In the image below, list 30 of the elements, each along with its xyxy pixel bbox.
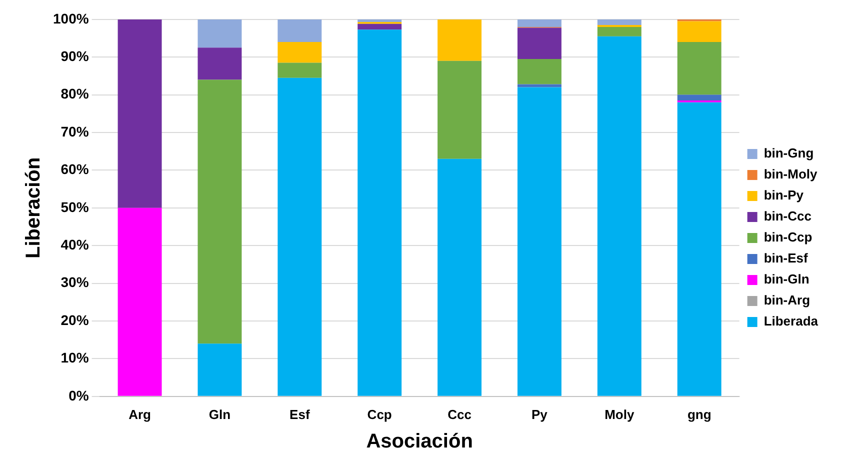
x-axis-title: Asociación — [366, 430, 473, 453]
y-tick-label: 20% — [60, 312, 90, 328]
legend-label: bin-Py — [764, 188, 804, 203]
y-tick-label: 0% — [68, 387, 90, 404]
legend-label: bin-Arg — [764, 292, 810, 308]
legend-label: Liberada — [764, 314, 819, 329]
y-tick-label: 60% — [60, 161, 90, 178]
x-tick-label: Gln — [208, 406, 231, 422]
x-tick-label: gng — [687, 406, 712, 422]
y-tick-label: 30% — [60, 274, 90, 290]
x-tick-label: Arg — [128, 406, 152, 422]
legend-label: bin-Gng — [764, 146, 814, 161]
y-axis-title: Liberación — [22, 157, 45, 258]
x-tick-label: Ccc — [448, 406, 472, 422]
y-tick-label: 10% — [60, 350, 90, 366]
x-tick-label: Ccp — [367, 406, 392, 422]
legend-label: bin-Ccc — [764, 208, 812, 224]
legend-label: bin-Gln — [764, 272, 810, 287]
y-tick-label: 90% — [60, 48, 90, 64]
y-tick-label: 50% — [60, 198, 90, 215]
y-tick-label: 80% — [60, 86, 90, 102]
legend-label: bin-Moly — [764, 166, 818, 182]
y-tick-label: 70% — [60, 123, 90, 140]
x-tick-label: Esf — [290, 406, 310, 422]
y-tick-label: 40% — [60, 236, 90, 252]
legend-label: bin-Esf — [764, 250, 809, 266]
x-tick-label: Moly — [604, 406, 635, 422]
y-tick-label: 100% — [52, 10, 90, 26]
x-tick-label: Py — [532, 406, 548, 422]
legend-label: bin-Ccp — [764, 230, 812, 245]
